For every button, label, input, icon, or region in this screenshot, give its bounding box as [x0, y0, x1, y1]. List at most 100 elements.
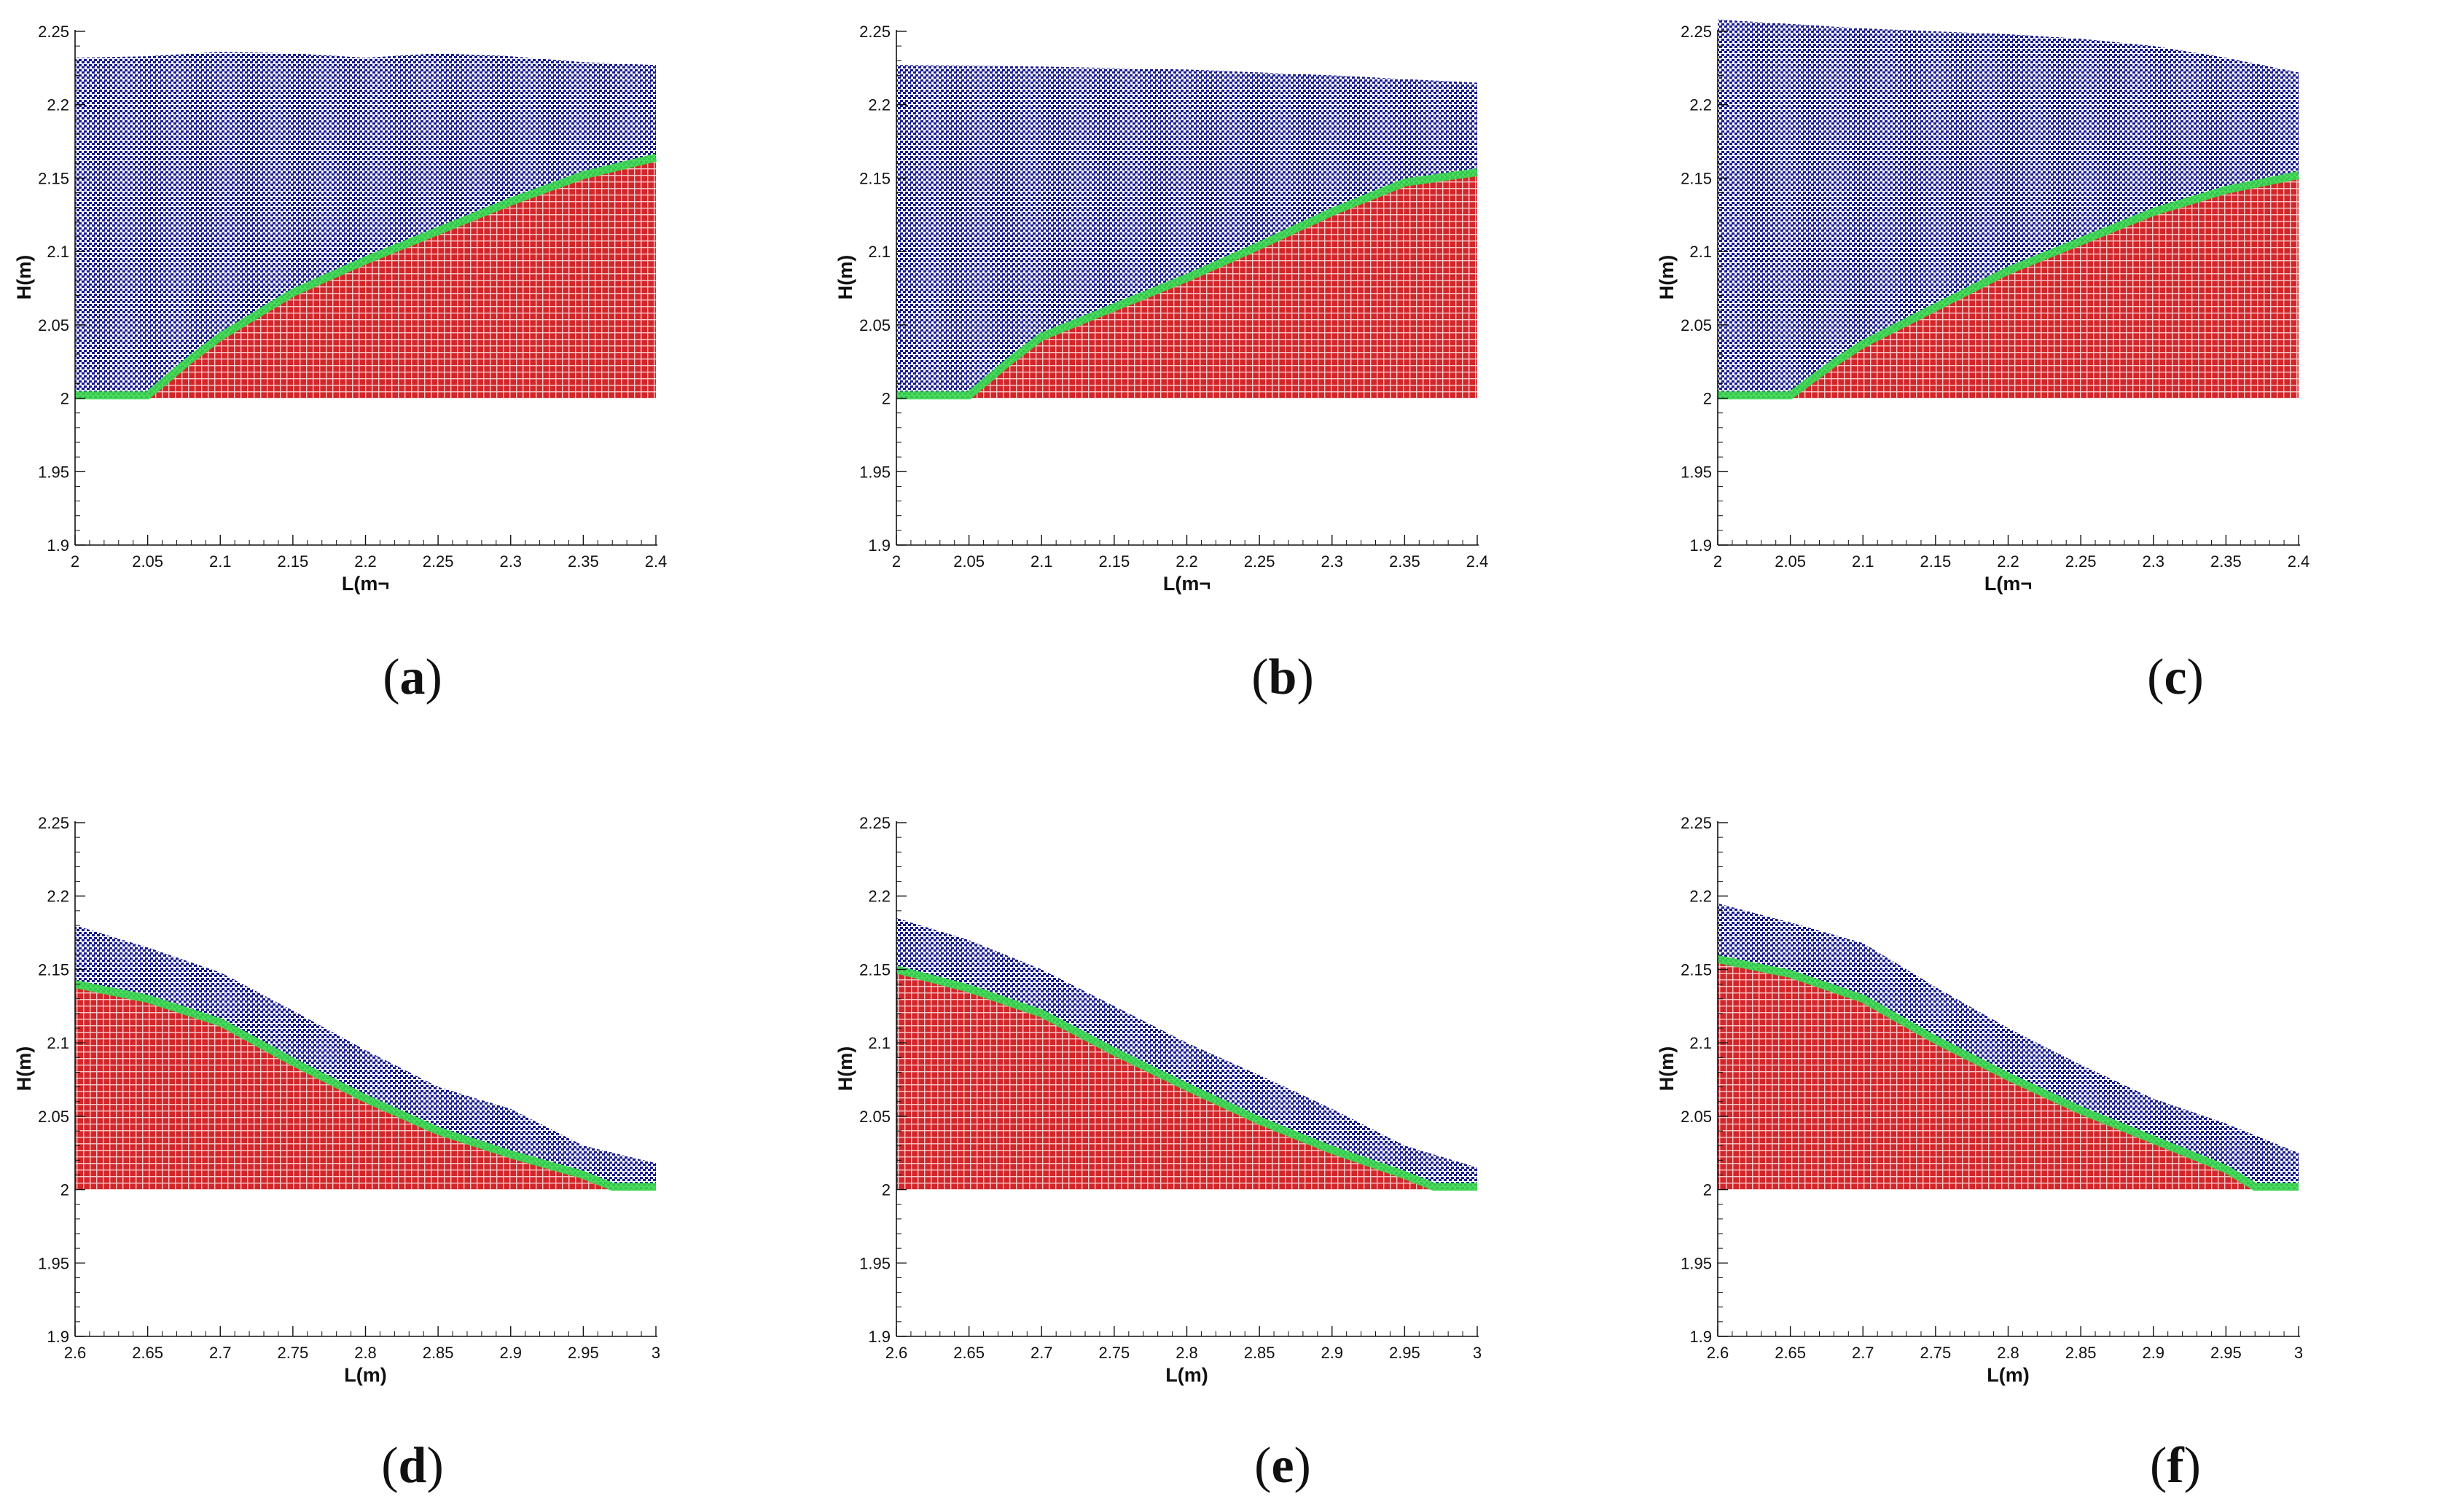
x-tick-label: 2.9	[1321, 1344, 1343, 1362]
y-tick-label: 2.1	[47, 243, 69, 261]
y-tick-label: 2.2	[1689, 96, 1712, 114]
x-tick-label: 2.15	[277, 552, 308, 571]
caption-a: (a)	[383, 649, 442, 705]
y-tick-label: 2.2	[47, 96, 69, 114]
x-tick-label: 2.4	[645, 552, 668, 571]
x-tick-label: 2.7	[1030, 1344, 1053, 1362]
y-tick-label: 2.25	[38, 814, 69, 832]
y-tick-label: 2.05	[1681, 1108, 1712, 1126]
fluid-particles-region	[75, 52, 656, 399]
x-tick-label: 2.75	[1098, 1344, 1130, 1362]
interface-layer	[74, 980, 656, 1191]
y-tick-label: 2.1	[868, 243, 891, 261]
y-axis-title: H(m)	[1656, 1046, 1678, 1092]
fluid-particles-region	[1718, 19, 2299, 399]
interface-layer	[896, 168, 1478, 400]
x-tick-label: 2	[1713, 552, 1722, 571]
caption-f: (f)	[2150, 1438, 2201, 1494]
x-tick-label: 2.25	[2065, 552, 2097, 571]
x-axis-title: L(m)	[1165, 1364, 1208, 1386]
y-tick-label: 1.9	[1689, 1328, 1712, 1346]
x-tick-label: 2.1	[209, 552, 232, 571]
x-tick-label: 2.7	[209, 1344, 232, 1362]
y-tick-label: 2.15	[1681, 960, 1712, 979]
caption-d: (d)	[381, 1438, 444, 1494]
y-tick-label: 2.1	[47, 1034, 69, 1052]
x-tick-label: 2	[892, 552, 901, 571]
x-tick-label: 2.2	[1176, 552, 1198, 571]
x-tick-label: 2.35	[1389, 552, 1420, 571]
y-tick-label: 1.95	[859, 463, 891, 481]
solid-bed-region	[75, 987, 656, 1190]
y-tick-label: 2.05	[38, 316, 69, 334]
interface-layer	[895, 965, 1477, 1191]
panel-f: 2.6 2.65 2.7 2.75 2.8 2.85 2.9 2.95 3 1.9 1.95 2 2.0…	[1656, 814, 2303, 1386]
y-tick-label: 2.05	[859, 1108, 891, 1126]
x-tick-label: 2.8	[1176, 1344, 1198, 1362]
x-tick-label: 2.6	[885, 1344, 908, 1362]
x-tick-label: 2.05	[132, 552, 163, 571]
interface-layer	[75, 153, 657, 400]
x-tick-label: 2.65	[953, 1344, 985, 1362]
y-tick-label: 2.2	[868, 96, 891, 114]
x-tick-label: 3	[652, 1344, 660, 1362]
solid-bed-region	[896, 972, 1477, 1190]
x-tick-label: 2.2	[354, 552, 377, 571]
x-tick-label: 2.05	[953, 552, 985, 571]
solid-bed-region	[75, 160, 656, 399]
y-tick-label: 2.15	[38, 960, 69, 979]
y-tick-label: 2.25	[38, 23, 69, 41]
y-tick-label: 1.95	[38, 463, 69, 481]
x-tick-label: 2.3	[499, 552, 522, 571]
x-tick-label: 2.65	[132, 1344, 163, 1362]
y-tick-label: 1.9	[868, 1328, 891, 1346]
solid-bed-region	[1718, 178, 2299, 399]
y-tick-label: 2	[60, 390, 69, 408]
x-tick-label: 2.85	[423, 1344, 454, 1362]
y-tick-label: 2.25	[859, 814, 891, 832]
y-tick-label: 2	[1703, 1181, 1712, 1199]
y-tick-label: 2.05	[38, 1108, 69, 1126]
x-tick-label: 2.95	[2210, 1344, 2242, 1362]
fluid-particles-region	[896, 917, 1477, 1190]
caption-e: (e)	[1254, 1438, 1311, 1494]
y-tick-label: 2	[882, 390, 891, 408]
x-tick-label: 2.35	[568, 552, 599, 571]
x-axis-title: L(m¬	[1163, 573, 1211, 595]
x-tick-label: 2.6	[64, 1344, 87, 1362]
x-axis-title: L(m¬	[1984, 573, 2032, 595]
x-tick-label: 2.9	[2142, 1344, 2164, 1362]
x-tick-label: 2.75	[1920, 1344, 1951, 1362]
panel-d: 2.6 2.65 2.7 2.75 2.8 2.85 2.9 2.95 3 1.9 1.95 2 2.0…	[13, 814, 660, 1386]
y-tick-label: 2.2	[1689, 888, 1712, 906]
y-tick-label: 2.15	[1681, 169, 1712, 187]
y-tick-label: 1.95	[1681, 463, 1712, 481]
y-tick-label: 1.9	[47, 1328, 69, 1346]
y-tick-label: 2.2	[868, 888, 891, 906]
x-tick-label: 2.7	[1852, 1344, 1874, 1362]
x-axis-title: L(m)	[1987, 1364, 2029, 1386]
x-tick-label: 3	[2294, 1344, 2303, 1362]
x-axis-title: L(m)	[344, 1364, 386, 1386]
y-tick-label: 2.15	[859, 960, 891, 979]
fluid-particles-region	[1718, 903, 2299, 1190]
x-tick-label: 2.4	[2288, 552, 2310, 571]
y-axis-title: H(m)	[13, 255, 35, 300]
x-tick-label: 2.1	[1852, 552, 1874, 571]
x-tick-label: 2.75	[277, 1344, 308, 1362]
interface-layer	[1718, 171, 2300, 400]
x-tick-label: 2.3	[1321, 552, 1343, 571]
x-tick-label: 2.8	[1997, 1344, 2019, 1362]
interface-layer	[1716, 955, 2299, 1191]
x-axis-title: L(m¬	[342, 573, 389, 595]
y-tick-label: 2.05	[859, 316, 891, 334]
y-tick-label: 1.95	[859, 1254, 891, 1272]
y-axis-title: H(m)	[834, 255, 856, 300]
fluid-particles-region	[896, 65, 1477, 399]
y-tick-label: 2.25	[1681, 814, 1712, 832]
y-tick-label: 2.15	[38, 169, 69, 187]
x-tick-label: 2.8	[354, 1344, 377, 1362]
y-tick-label: 2.1	[1689, 1034, 1712, 1052]
y-tick-label: 1.9	[868, 536, 891, 555]
